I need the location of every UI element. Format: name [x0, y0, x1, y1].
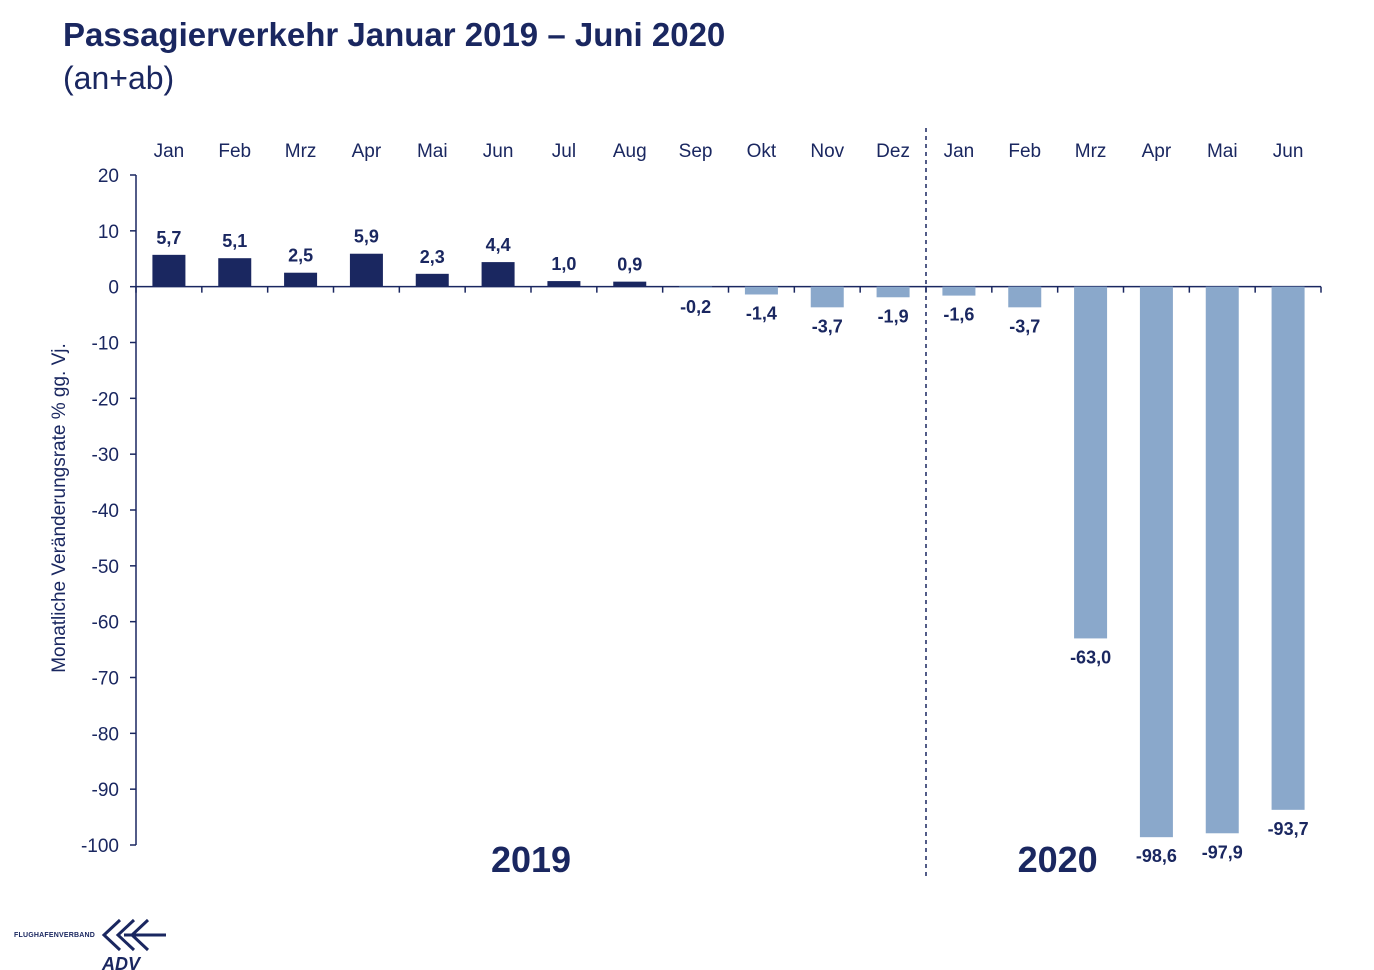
- data-label: 0,9: [617, 255, 642, 275]
- y-tick-label: -60: [92, 613, 119, 634]
- y-tick-label: -10: [92, 334, 119, 355]
- category-label: Jan: [154, 141, 185, 162]
- category-label: Feb: [218, 141, 251, 162]
- bar: [1008, 286, 1042, 308]
- category-label: Mai: [417, 141, 448, 162]
- year-label: 2019: [491, 839, 571, 880]
- y-tick-label: -80: [92, 724, 119, 745]
- y-tick-label: -90: [92, 780, 119, 801]
- x-axis: [135, 128, 1322, 880]
- category-label: Feb: [1008, 141, 1041, 162]
- bar: [942, 286, 976, 296]
- category-label: Mrz: [285, 141, 317, 162]
- data-label: 5,7: [156, 228, 181, 248]
- logo-text: FLUGHAFENVERBAND: [14, 932, 95, 939]
- bar: [613, 281, 647, 287]
- data-label: -1,9: [878, 306, 909, 326]
- bar: [1074, 286, 1108, 639]
- bar: [1205, 286, 1239, 834]
- data-label: -1,6: [943, 305, 974, 325]
- bar: [876, 286, 910, 298]
- bar: [481, 262, 515, 287]
- data-label: 4,4: [486, 235, 511, 255]
- chart-title: Passagierverkehr Januar 2019 – Juni 2020: [63, 16, 726, 53]
- bar: [349, 253, 383, 287]
- data-label: -3,7: [812, 316, 843, 336]
- bar: [679, 286, 713, 288]
- category-label: Dez: [876, 141, 910, 162]
- y-tick-label: -40: [92, 501, 119, 522]
- y-tick-label: -20: [92, 389, 119, 410]
- y-axis-title: Monatliche Veränderungsrate % gg. Vj.: [49, 343, 70, 673]
- data-label: -1,4: [746, 303, 777, 323]
- category-label: Apr: [1142, 141, 1172, 162]
- data-label: -3,7: [1009, 316, 1040, 336]
- bar: [744, 286, 778, 295]
- bar: [284, 272, 318, 287]
- bars: [152, 253, 1305, 838]
- category-label: Nov: [810, 141, 844, 162]
- category-label: Aug: [613, 141, 647, 162]
- y-tick-label: 0: [108, 278, 119, 299]
- bar: [1139, 286, 1173, 838]
- category-label: Jun: [1273, 141, 1304, 162]
- data-label: -63,0: [1070, 647, 1111, 667]
- data-label: -93,7: [1268, 819, 1309, 839]
- category-label: Mai: [1207, 141, 1238, 162]
- category-label: Apr: [352, 141, 382, 162]
- data-label: 1,0: [551, 254, 576, 274]
- data-label: -98,6: [1136, 846, 1177, 866]
- y-tick-label: 10: [98, 222, 119, 243]
- data-label: 2,5: [288, 246, 313, 266]
- chart-subtitle: (an+ab): [63, 60, 175, 96]
- y-tick-label: -70: [92, 669, 119, 690]
- category-label: Jan: [944, 141, 975, 162]
- category-label: Sep: [679, 141, 713, 162]
- bar: [1271, 286, 1305, 810]
- data-label: -97,9: [1202, 842, 1243, 862]
- year-labels: 2019 2020: [491, 839, 1098, 880]
- year-label: 2020: [1018, 839, 1098, 880]
- data-label: 2,3: [420, 247, 445, 267]
- y-tick-label: -100: [81, 836, 119, 857]
- y-axis: 20 10 0 -10 -20 -30 -40 -50 -60 -70 -80 -90 -100 Mona…: [49, 166, 137, 857]
- adv-arrows-icon: ADV: [101, 918, 166, 970]
- data-labels: 5,7 5,1 2,5 5,9 2,3 4,4 1,0 0,9 -0,2 -1,4 -3,7 -1,9…: [156, 227, 1308, 866]
- y-tick-label: -50: [92, 557, 119, 578]
- category-labels: Jan Feb Mrz Apr Mai Jun Jul Aug Sep Okt Nov Dez Jan F…: [154, 141, 1304, 162]
- category-label: Mrz: [1075, 141, 1107, 162]
- y-tick-label: -30: [92, 445, 119, 466]
- data-label: -0,2: [680, 297, 711, 317]
- data-label: 5,9: [354, 227, 379, 247]
- adv-logo: FLUGHAFENVERBAND ADV: [14, 914, 174, 970]
- bar: [810, 286, 844, 308]
- category-label: Okt: [747, 141, 777, 162]
- data-label: 5,1: [222, 231, 247, 251]
- bar: [218, 258, 252, 287]
- bar: [415, 273, 449, 287]
- category-label: Jul: [552, 141, 576, 162]
- bar: [547, 281, 581, 287]
- logo-mark: ADV: [101, 954, 142, 970]
- y-tick-label: 20: [98, 166, 119, 187]
- bar: [152, 254, 186, 287]
- category-label: Jun: [483, 141, 514, 162]
